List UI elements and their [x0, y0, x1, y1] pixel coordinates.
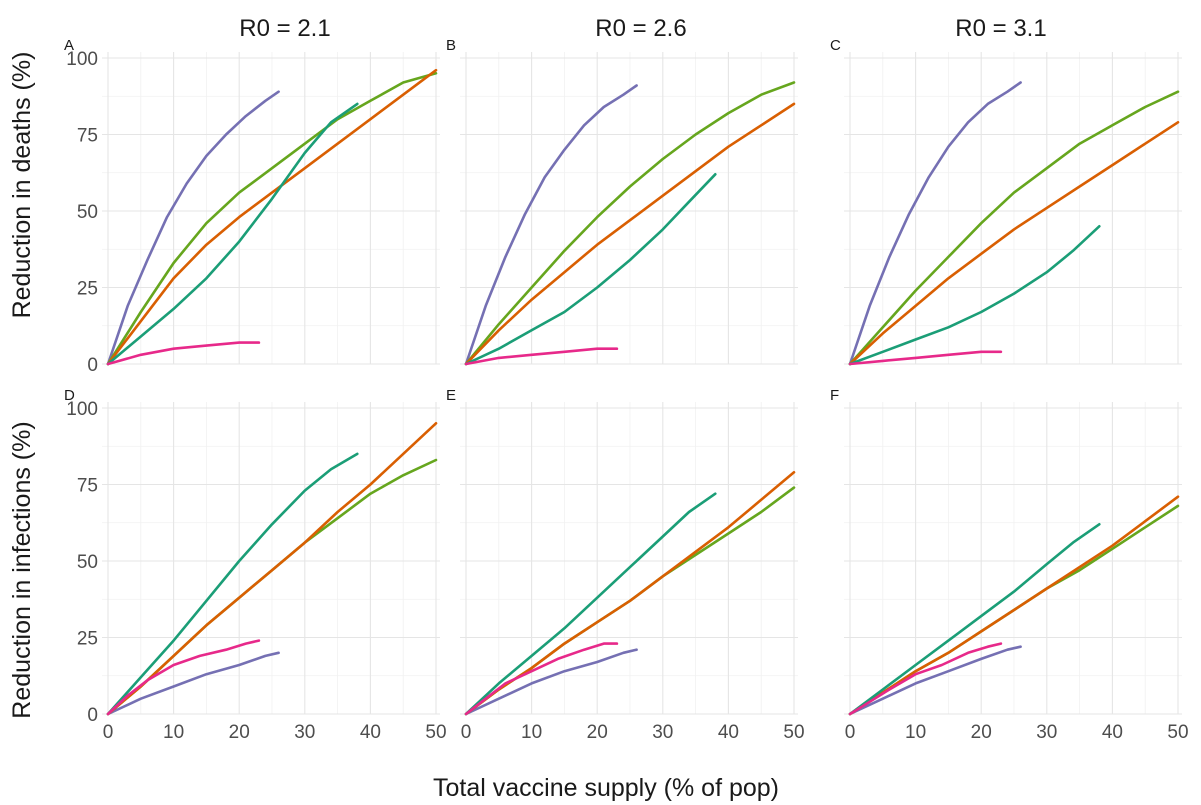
x-tick-label-e: 30 [652, 722, 673, 743]
facet-title-r0-2-6: R0 = 2.6 [595, 15, 686, 42]
series-line-c-0 [848, 81, 1022, 366]
panel-tag-b: B [446, 37, 456, 54]
series-line-a-0 [106, 90, 280, 366]
series-line-b-3 [464, 173, 717, 366]
x-tick-label-d: 40 [360, 722, 381, 743]
series-line-b-1 [464, 81, 796, 366]
series-line-a-3 [106, 102, 359, 366]
y-tick-label-d: 25 [77, 629, 98, 650]
x-tick-label-e: 10 [521, 722, 542, 743]
y-tick-label-a: 75 [77, 126, 98, 147]
series-line-c-4 [848, 350, 1003, 366]
x-tick-label-d: 0 [103, 722, 114, 743]
y-tick-label-a: 50 [77, 202, 98, 223]
series-line-a-2 [106, 68, 438, 366]
series-line-a-4 [106, 341, 261, 366]
series-line-c-3 [848, 225, 1101, 366]
series-line-e-0 [464, 648, 638, 716]
x-tick-label-e: 50 [783, 722, 804, 743]
panel-tag-f: F [830, 387, 839, 404]
series-line-a-1 [106, 72, 438, 366]
series-line-d-4 [106, 639, 261, 716]
facet-title-r0-3-1: R0 = 3.1 [955, 15, 1046, 42]
panel-tag-e: E [446, 387, 456, 404]
series-line-f-0 [848, 645, 1022, 716]
x-tick-label-d: 30 [294, 722, 315, 743]
x-tick-label-e: 40 [718, 722, 739, 743]
y-tick-label-d: 75 [77, 476, 98, 497]
x-tick-label-d: 50 [425, 722, 446, 743]
series-line-f-3 [848, 522, 1101, 716]
y-tick-label-a: 0 [87, 355, 98, 376]
y-axis-title-infections: Reduction in infections (%) [8, 421, 36, 718]
series-line-f-2 [848, 495, 1180, 716]
y-axis-title-deaths: Reduction in deaths (%) [8, 52, 36, 319]
series-line-c-1 [848, 90, 1180, 366]
series-line-e-4 [464, 642, 619, 716]
x-tick-label-e: 0 [461, 722, 472, 743]
facet-title-r0-2-1: R0 = 2.1 [239, 15, 330, 42]
panel-tag-c: C [830, 37, 841, 54]
x-axis-title: Total vaccine supply (% of pop) [433, 774, 779, 802]
series-layer [106, 68, 1180, 716]
x-tick-label-f: 0 [845, 722, 856, 743]
x-tick-label-e: 20 [587, 722, 608, 743]
panel-tag-d: D [64, 387, 75, 404]
x-tick-label-f: 30 [1036, 722, 1057, 743]
panel-tag-a: A [64, 37, 74, 54]
series-line-d-0 [106, 651, 280, 716]
y-tick-label-d: 100 [66, 399, 98, 420]
y-tick-label-a: 100 [66, 49, 98, 70]
text-layer: R0 = 2.1 R0 = 2.6 R0 = 3.1 Reduction in … [8, 15, 1189, 802]
series-line-b-2 [464, 102, 796, 366]
series-line-e-3 [464, 492, 717, 716]
x-tick-label-d: 10 [163, 722, 184, 743]
series-line-c-2 [848, 121, 1180, 366]
x-tick-label-f: 20 [971, 722, 992, 743]
series-line-f-4 [848, 642, 1003, 716]
x-tick-label-f: 50 [1167, 722, 1188, 743]
x-tick-label-d: 20 [229, 722, 250, 743]
x-tick-label-f: 10 [905, 722, 926, 743]
series-line-b-0 [464, 84, 638, 366]
grid-layer [102, 52, 1182, 715]
x-tick-label-f: 40 [1102, 722, 1123, 743]
series-line-b-4 [464, 347, 619, 366]
series-line-d-3 [106, 452, 359, 716]
y-tick-label-a: 25 [77, 279, 98, 300]
series-line-d-2 [106, 421, 438, 716]
y-tick-label-d: 0 [87, 705, 98, 726]
y-tick-label-d: 50 [77, 552, 98, 573]
